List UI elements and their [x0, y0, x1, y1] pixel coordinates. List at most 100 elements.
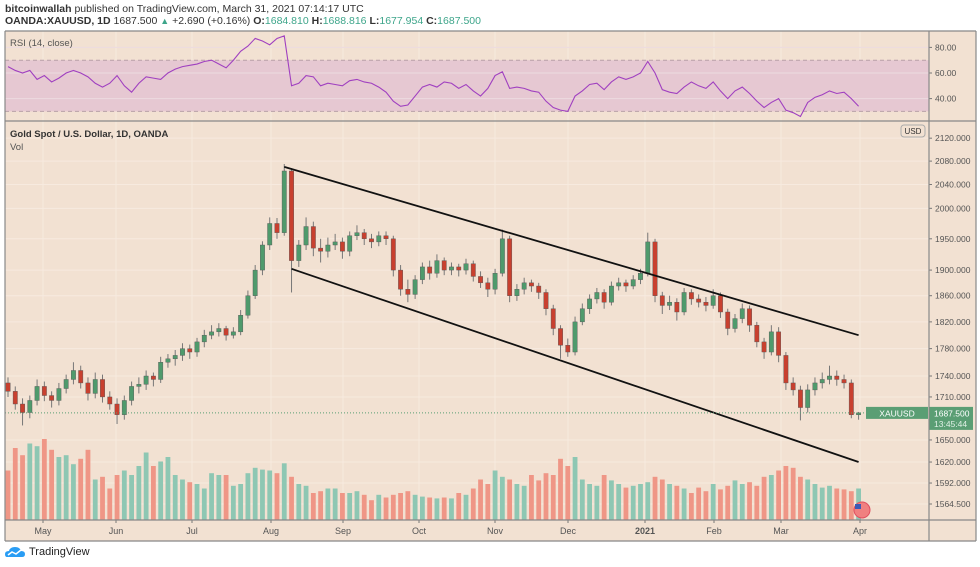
candle-body [274, 223, 280, 233]
volume-bar [587, 484, 592, 520]
candle-body [456, 266, 462, 271]
volume-bar [347, 493, 353, 520]
volume-bar [12, 448, 18, 520]
candle-body [230, 331, 236, 336]
volume-bar [725, 485, 731, 520]
price-axis-label: 1592.000 [935, 478, 971, 488]
candle-body [100, 379, 105, 398]
candle-body [725, 311, 731, 329]
volume-bar [645, 482, 651, 520]
candle-body [296, 244, 302, 261]
volume-bar [172, 475, 178, 520]
volume-bar [230, 485, 236, 520]
volume-bar [623, 487, 629, 520]
time-axis-label: Sep [335, 526, 351, 536]
candle-body [609, 285, 614, 303]
candle-body [289, 170, 294, 261]
candle-body [267, 223, 273, 246]
volume-bar [521, 485, 527, 520]
candle-body [354, 232, 360, 236]
last-price-value: 1687.500 [934, 408, 970, 418]
candle-body [492, 273, 498, 290]
rsi-axis-label: 40.00 [935, 94, 957, 104]
candle-body [398, 269, 403, 290]
candle-body [194, 341, 200, 353]
candle-body [150, 375, 156, 380]
candle-body [485, 282, 491, 290]
candle-body [209, 331, 214, 336]
volume-bar [27, 443, 33, 520]
volume-bar [558, 458, 563, 520]
time-axis-label: 2021 [635, 526, 655, 536]
candle-body [529, 282, 534, 287]
volume-bar [121, 470, 127, 520]
symbol-tag-text: XAUUSD [879, 408, 914, 418]
volume-bar [470, 488, 476, 520]
candle-body [78, 370, 84, 384]
volume-bar [761, 476, 767, 520]
candle-body [41, 386, 47, 396]
volume-bar [187, 482, 193, 520]
candle-body [361, 232, 367, 240]
volume-bar [41, 439, 47, 520]
volume-bar [463, 494, 469, 520]
candle-body [841, 379, 847, 384]
trend-channel-line[interactable] [284, 166, 859, 337]
open-value: 1684.810 [264, 15, 309, 27]
author-name[interactable]: bitcoinwallah [5, 3, 72, 15]
volume-bar [819, 487, 825, 520]
candle-body [710, 295, 716, 306]
volume-bar [419, 496, 425, 520]
volume-bar [499, 476, 505, 520]
volume-bar [805, 479, 811, 520]
main-chart-title: Gold Spot / U.S. Dollar, 1D, OANDA [10, 129, 168, 140]
volume-bar [609, 480, 614, 520]
candle-body [405, 289, 411, 295]
candle-body [790, 382, 796, 391]
time-axis-label: Feb [706, 526, 722, 536]
price-axis-label: 1620.000 [935, 457, 971, 467]
candle-body [20, 403, 25, 413]
volume-bar [129, 475, 134, 520]
candle-body [260, 244, 265, 271]
volume-bar [34, 446, 40, 520]
volume-bar [303, 485, 309, 520]
candle-body [594, 292, 600, 300]
volume-bar [151, 466, 156, 520]
volume-bar [107, 488, 113, 520]
volume-bar [783, 466, 789, 520]
low-label: L: [369, 15, 380, 27]
volume-bar [20, 455, 25, 520]
countdown-timer: 13:45:44 [934, 419, 967, 429]
time-axis-label: Dec [560, 526, 577, 536]
volume-bar [281, 463, 287, 520]
high-value: 1688.816 [322, 15, 367, 27]
trend-channel-line[interactable] [291, 267, 859, 463]
low-value: 1677.954 [379, 15, 424, 27]
tradingview-logo[interactable]: TradingView [5, 546, 90, 558]
candle-body [834, 375, 840, 380]
candle-body [514, 289, 520, 296]
volume-bar [136, 466, 142, 520]
candle-body [281, 170, 287, 233]
time-axis-label: Jul [186, 526, 198, 536]
volume-bar [485, 484, 491, 520]
candle-body [172, 355, 178, 360]
price-axis-label: 2040.000 [935, 179, 971, 189]
volume-bar [158, 461, 164, 520]
candle-body [703, 301, 709, 306]
currency-label: USD [905, 127, 922, 136]
currency-badge[interactable] [900, 124, 926, 138]
time-axis-label: Nov [487, 526, 504, 536]
volume-bar [441, 497, 447, 520]
volume-bar [180, 479, 185, 520]
volume-bar [361, 494, 367, 520]
candle-body [572, 321, 578, 353]
candle-body [158, 362, 164, 380]
volume-bar [594, 485, 600, 520]
candle-body [761, 341, 767, 353]
up-arrow-icon: ▲ [160, 16, 170, 26]
candle-body [63, 379, 69, 389]
volume-bar [841, 489, 847, 520]
